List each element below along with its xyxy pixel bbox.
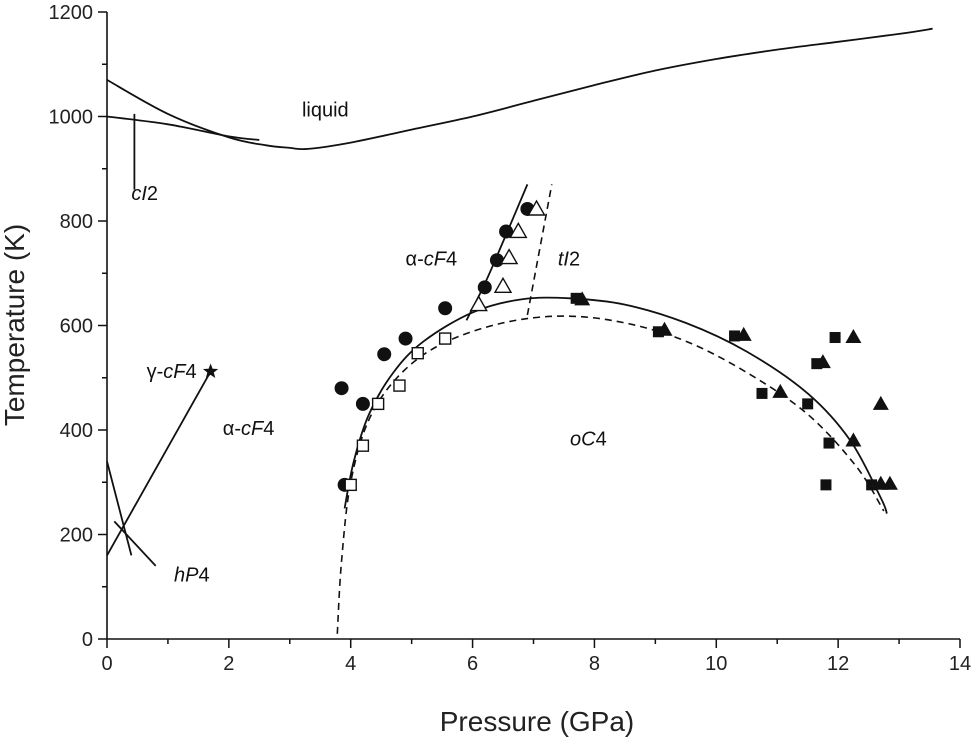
filled-triangle-point-9: [881, 475, 898, 490]
x-tick-label: 0: [101, 653, 112, 675]
y-tick-label: 1000: [49, 107, 94, 129]
filled-square-point-1: [652, 326, 664, 338]
filled-star-point-0: [203, 363, 219, 378]
region-label: α-cF4: [406, 248, 458, 270]
phase-boundary-solid-3: [106, 371, 212, 556]
filled-circle-point-5: [438, 301, 453, 316]
filled-circle-point-3: [377, 347, 392, 362]
region-label: hP4: [174, 565, 210, 587]
open-square-point-2: [371, 397, 385, 411]
region-labels: liquid cI2 α-cF4 tI2 γ-cF4 α-cF4 oC4 hP4: [131, 100, 606, 587]
filled-circle-point-4: [398, 331, 413, 346]
open-square-point-4: [411, 346, 424, 360]
y-tick-label: 1200: [49, 2, 94, 24]
filled-triangle-point-5: [845, 329, 862, 343]
filled-triangle-point-7: [872, 395, 889, 410]
y-tick-label: 200: [60, 525, 93, 547]
open-triangle-point-3: [509, 221, 528, 239]
region-label: cI2: [131, 183, 158, 205]
region-label: γ-cF4: [147, 361, 197, 383]
filled-square-point-2: [729, 330, 741, 342]
region-label: liquid: [302, 100, 349, 122]
filled-circle-point-2: [355, 396, 370, 411]
y-tick-label: 600: [60, 316, 93, 338]
y-tick-label: 0: [82, 629, 93, 651]
region-label: oC4: [570, 429, 607, 451]
open-triangle-point-1: [493, 276, 513, 293]
open-triangle-point-4: [527, 199, 546, 216]
filled-square-point-9: [866, 479, 878, 491]
phase-boundary-solid-0: [106, 27, 933, 151]
data-point-markers: [203, 199, 898, 492]
region-label: α-cF4: [223, 418, 275, 440]
axes: 0 2 4 6 8 10 12 14 0 200 400 600 800 1000 1200: [49, 2, 972, 675]
filled-square-point-0: [570, 292, 582, 304]
filled-square-point-4: [802, 398, 814, 410]
filled-square-point-7: [820, 479, 832, 491]
filled-circle-point-7: [489, 253, 504, 268]
phase-boundary-curves: [106, 27, 933, 634]
x-tick-label: 10: [705, 653, 727, 675]
filled-triangle-point-1: [656, 321, 673, 336]
y-tick-label: 800: [60, 211, 93, 233]
open-triangle-point-2: [499, 248, 519, 265]
filled-triangle-point-0: [574, 291, 591, 306]
filled-circle-point-6: [477, 280, 492, 295]
filled-circle-point-0: [334, 381, 349, 396]
x-tick-label: 6: [467, 653, 478, 675]
x-tick-label: 12: [827, 653, 849, 675]
x-axis-title: Pressure (GPa): [440, 706, 635, 737]
phase-boundary-dashed-0: [336, 315, 885, 634]
filled-triangle-point-6: [845, 432, 862, 447]
y-axis-title: Temperature (K): [0, 224, 30, 426]
x-tick-label: 2: [223, 653, 234, 675]
y-tick-label: 400: [60, 420, 93, 442]
phase-boundary-solid-5: [113, 520, 157, 567]
open-square-point-1: [356, 439, 370, 452]
open-triangle-point-0: [469, 295, 488, 312]
open-square-point-0: [344, 478, 357, 492]
filled-square-point-3: [756, 387, 768, 399]
filled-circle-point-8: [499, 224, 514, 239]
open-square-point-5: [438, 332, 452, 345]
open-square-point-3: [393, 379, 406, 392]
phase-boundary-dashed-1: [526, 184, 553, 316]
filled-triangle-point-3: [772, 383, 789, 398]
x-tick-label: 4: [345, 653, 356, 675]
filled-square-point-6: [823, 437, 835, 449]
filled-square-point-8: [829, 332, 841, 344]
filled-triangle-point-2: [735, 326, 752, 341]
x-tick-label: 14: [949, 653, 971, 675]
x-tick-label: 8: [589, 653, 600, 675]
filled-triangle-point-4: [814, 354, 831, 369]
region-label: tI2: [558, 248, 580, 270]
filled-square-point-5: [811, 358, 823, 370]
phase-boundary-solid-4: [106, 461, 133, 556]
